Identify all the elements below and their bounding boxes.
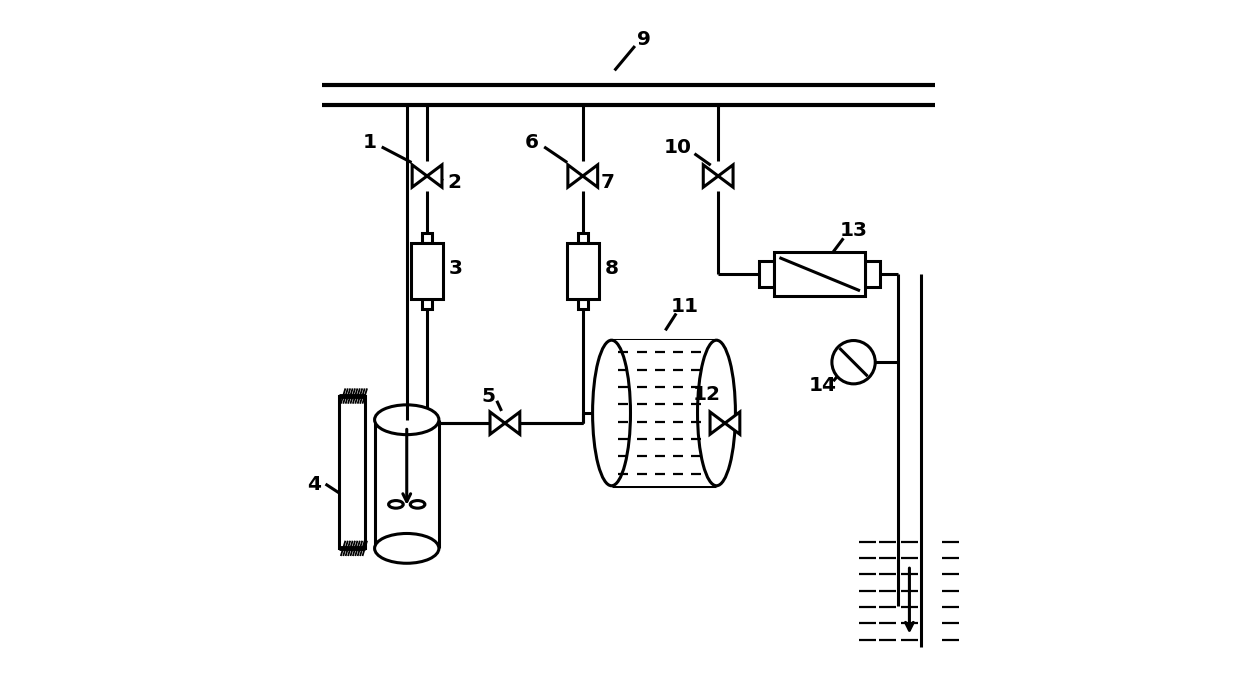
Ellipse shape xyxy=(698,340,735,485)
Bar xyxy=(611,340,717,485)
Bar xyxy=(759,261,774,287)
Polygon shape xyxy=(711,412,725,435)
Bar xyxy=(578,233,588,243)
Polygon shape xyxy=(490,412,505,435)
Text: 3: 3 xyxy=(449,259,464,278)
Polygon shape xyxy=(718,165,733,187)
Ellipse shape xyxy=(593,340,630,485)
Polygon shape xyxy=(427,165,441,187)
Bar xyxy=(774,252,866,297)
Polygon shape xyxy=(505,412,520,435)
Polygon shape xyxy=(412,165,427,187)
Polygon shape xyxy=(725,412,740,435)
Text: 2: 2 xyxy=(448,173,461,192)
Text: 11: 11 xyxy=(671,297,699,315)
Ellipse shape xyxy=(374,533,439,563)
Bar xyxy=(866,261,880,287)
Ellipse shape xyxy=(388,500,403,508)
Text: 9: 9 xyxy=(637,30,651,49)
Ellipse shape xyxy=(374,405,439,435)
Text: 14: 14 xyxy=(808,376,837,395)
Bar xyxy=(578,299,588,309)
Text: 5: 5 xyxy=(481,387,495,406)
Polygon shape xyxy=(703,165,718,187)
Bar xyxy=(567,243,599,299)
Bar xyxy=(422,233,432,243)
Text: 1: 1 xyxy=(362,133,377,152)
Bar xyxy=(339,396,365,548)
Bar xyxy=(410,243,444,299)
Text: 8: 8 xyxy=(605,259,619,278)
Bar xyxy=(422,299,432,309)
Text: 7: 7 xyxy=(601,173,615,192)
Text: 13: 13 xyxy=(839,221,868,240)
Polygon shape xyxy=(568,165,583,187)
Polygon shape xyxy=(583,165,598,187)
Circle shape xyxy=(832,341,875,384)
Text: 6: 6 xyxy=(525,133,539,152)
Text: 10: 10 xyxy=(663,138,692,157)
Text: 4: 4 xyxy=(308,475,321,494)
Text: 12: 12 xyxy=(693,385,720,403)
Ellipse shape xyxy=(410,500,425,508)
